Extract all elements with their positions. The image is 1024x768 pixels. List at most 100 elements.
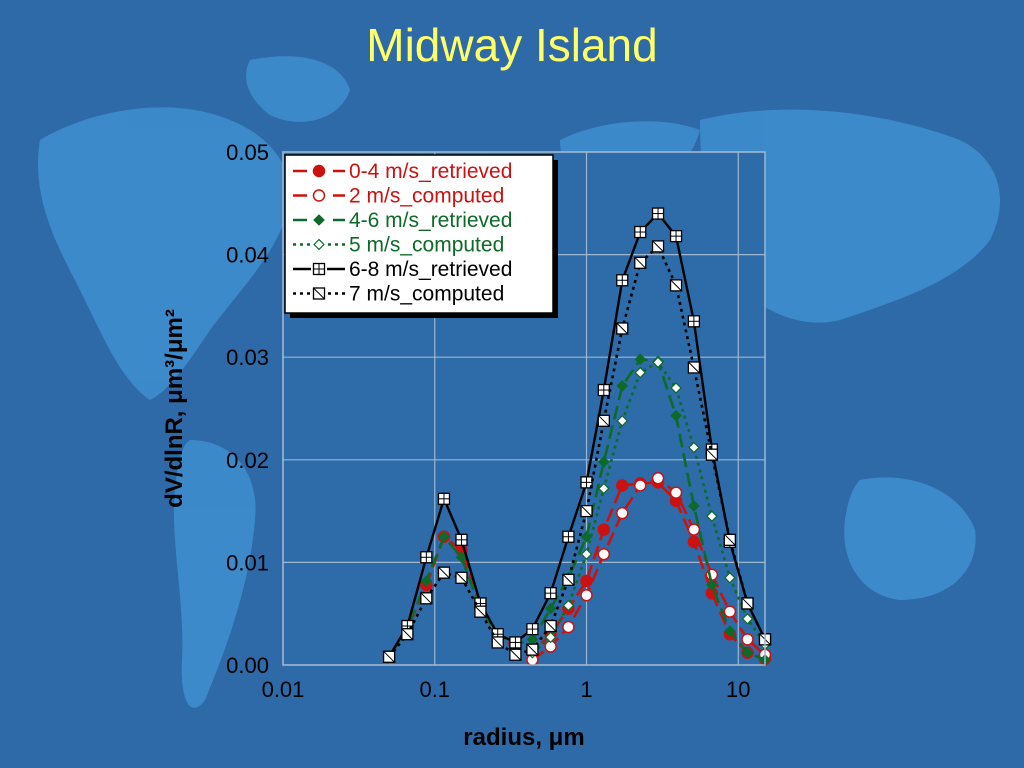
greenland-shape: [246, 56, 350, 122]
data-point: [669, 279, 683, 292]
data-point: [455, 533, 468, 546]
data-point: [597, 523, 611, 536]
marker-slash: [526, 643, 539, 656]
data-point: [580, 588, 593, 602]
legend-item-0: 0-4 m/s_retrieved: [293, 160, 512, 183]
marker-slash: [670, 279, 682, 292]
tick-labels: 0.01 0.1 1 100.000.010.020.030.040.05: [226, 140, 750, 702]
data-point: [741, 597, 754, 610]
data-point: [706, 510, 718, 523]
data-point: [562, 620, 575, 634]
series-3: [526, 356, 771, 659]
y-tick-label: 0.01: [226, 550, 269, 575]
legend-item-5: 7 m/s_computed: [293, 283, 504, 306]
data-point: [687, 523, 701, 536]
data-point: [437, 492, 451, 505]
legend-item-3: 5 m/s_computed: [293, 234, 504, 257]
data-point: [616, 274, 629, 287]
data-point: [580, 548, 593, 560]
x-axis-label: radius, μm: [463, 724, 584, 751]
series-layer: [382, 207, 772, 667]
data-point: [598, 456, 610, 468]
data-point: [687, 361, 701, 374]
data-point: [687, 315, 701, 328]
marker-slash: [597, 414, 610, 427]
x-tick-label: 0.1: [419, 677, 450, 702]
data-point: [562, 599, 575, 612]
data-point: [634, 479, 647, 492]
data-point: [597, 414, 610, 427]
marker-slash: [616, 322, 629, 335]
legend-marker: [312, 262, 326, 276]
legend-label: 7 m/s_computed: [349, 283, 504, 306]
legend-item-1: 2 m/s_computed: [293, 185, 504, 208]
data-point: [580, 574, 593, 588]
legend-marker: [312, 287, 326, 300]
data-point: [544, 602, 557, 615]
x-tick-label: 1: [580, 677, 592, 702]
data-point: [491, 636, 504, 649]
data-point: [616, 415, 629, 427]
y-tick-label: 0.05: [226, 140, 269, 165]
marker-slash: [509, 648, 522, 661]
australia-shape: [844, 477, 976, 600]
marker-slash: [474, 605, 487, 618]
legend-label: 4-6 m/s_retrieved: [349, 209, 512, 232]
series-line: [388, 481, 766, 661]
data-point: [580, 476, 593, 489]
data-point: [651, 240, 665, 253]
data-point: [670, 409, 682, 422]
data-point: [724, 625, 736, 637]
data-point: [597, 383, 610, 397]
legend-label: 2 m/s_computed: [349, 185, 504, 208]
marker-slash: [455, 571, 468, 584]
legend-label: 6-8 m/s_retrieved: [349, 258, 512, 281]
legend-marker: [312, 164, 326, 178]
y-axis-label: dV/dlnR, μm³/μm²: [161, 309, 188, 508]
legend-marker: [312, 189, 326, 202]
data-point: [562, 573, 575, 586]
data-point: [616, 479, 629, 492]
data-point: [455, 551, 468, 564]
data-point: [544, 587, 557, 600]
data-point: [688, 441, 700, 454]
marker-slash: [544, 620, 557, 632]
series-5: [382, 240, 772, 663]
marker-slash: [706, 448, 718, 461]
data-point: [634, 256, 647, 269]
data-point: [616, 506, 629, 520]
x-tick-label: 0.01: [262, 677, 305, 702]
data-point: [651, 207, 665, 220]
data-point: [723, 533, 737, 546]
marker-slash: [723, 533, 736, 546]
data-point: [723, 605, 737, 618]
marker-slash: [562, 573, 575, 586]
data-point: [544, 619, 557, 633]
y-tick-label: 0.00: [226, 653, 269, 678]
data-point: [474, 605, 487, 618]
slide-title: Midway Island: [366, 19, 658, 71]
data-point: [669, 229, 683, 243]
data-point: [669, 486, 683, 499]
data-point: [455, 571, 468, 584]
data-point: [382, 650, 396, 663]
data-point: [544, 631, 557, 644]
y-tick-label: 0.03: [226, 345, 269, 370]
data-point: [670, 382, 682, 394]
data-point: [509, 636, 522, 649]
marker-slash: [438, 566, 450, 579]
legend-item-4: 6-8 m/s_retrieved: [293, 258, 512, 281]
marker-slash: [491, 636, 504, 649]
data-point: [526, 643, 539, 656]
marker-slash: [313, 287, 325, 300]
y-tick-label: 0.04: [226, 243, 269, 268]
data-point: [420, 592, 433, 605]
marker-slash: [634, 256, 647, 269]
legend-item-2: 4-6 m/s_retrieved: [293, 209, 512, 232]
legend-marker: [313, 214, 325, 226]
marker-slash: [580, 505, 593, 517]
data-point: [438, 530, 450, 543]
asia-shape: [700, 109, 1000, 323]
